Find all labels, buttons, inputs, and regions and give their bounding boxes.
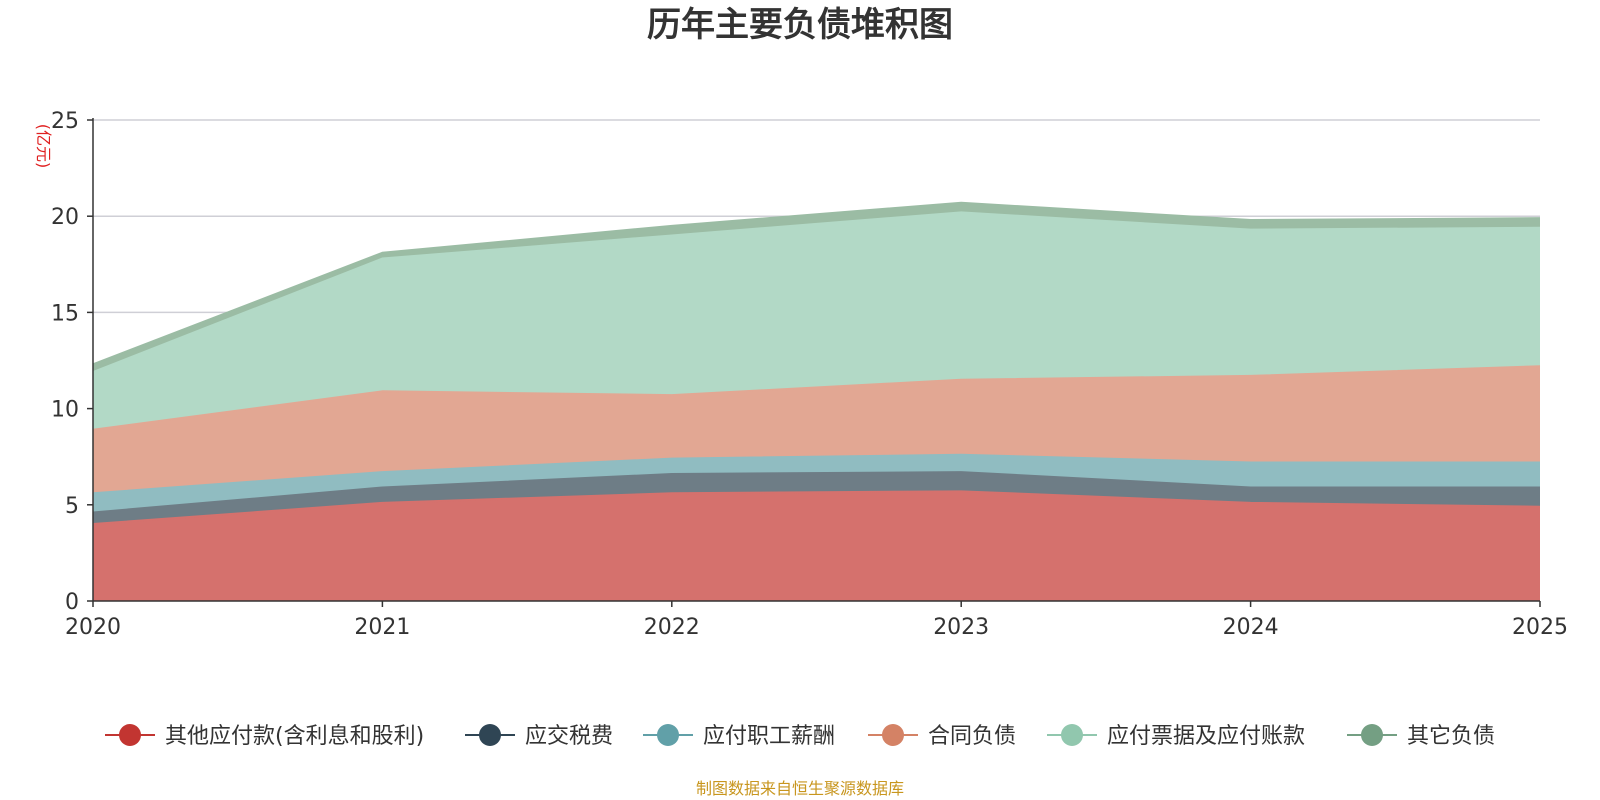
legend-label: 应付票据及应付账款 [1107,724,1305,749]
y-tick-label: 15 [51,301,79,326]
x-tick-label: 2025 [1512,615,1568,640]
y-tick-label: 10 [51,398,79,423]
x-tick-label: 2021 [354,615,410,640]
legend-marker [1361,724,1383,746]
x-tick-label: 2020 [65,615,121,640]
legend-marker [882,724,904,746]
legend-item[interactable]: 应交税费 [465,724,613,749]
legend-marker [479,724,501,746]
legend-label: 合同负债 [928,724,1016,749]
y-tick-label: 0 [65,590,79,615]
y-tick-label: 5 [65,494,79,519]
legend-item[interactable]: 应付票据及应付账款 [1047,724,1305,749]
area-line-5 [92,211,1541,373]
area-1 [93,491,1540,601]
area-series-layer [92,201,1541,601]
legend-marker [657,724,679,746]
y-tick-label: 20 [51,205,79,230]
legend-marker [1061,724,1083,746]
legend[interactable]: 其他应付款(含利息和股利) 应交税费 应付职工薪酬 合同负债 应付票据及应付账款 其它负债 [105,724,1495,749]
data-source-note: 制图数据来自恒生聚源数据库 [696,779,904,798]
legend-item[interactable]: 应付职工薪酬 [643,724,835,749]
area-line-2 [92,471,1540,514]
legend-item[interactable]: 合同负债 [868,724,1016,749]
y-tick-label: 25 [51,109,79,134]
area-line-6 [92,201,1541,366]
x-tick-label: 2022 [644,615,700,640]
legend-marker [119,724,141,746]
chart-title: 历年主要负债堆积图 [647,5,953,45]
x-tick-label: 2023 [933,615,989,640]
area-line-3 [92,453,1540,495]
legend-label: 其他应付款(含利息和股利) [165,724,424,749]
legend-label: 应付职工薪酬 [703,724,835,749]
legend-item[interactable]: 其他应付款(含利息和股利) [105,724,424,749]
area-5 [93,212,1540,430]
legend-label: 应交税费 [525,724,613,749]
legend-label: 其它负债 [1407,724,1495,749]
area-4 [93,366,1540,494]
y-axis-unit-label: (亿元) [34,124,53,169]
x-tick-label: 2024 [1223,615,1279,640]
legend-item[interactable]: 其它负债 [1347,724,1495,749]
area-line-4 [92,365,1541,431]
area-line-1 [92,490,1541,526]
